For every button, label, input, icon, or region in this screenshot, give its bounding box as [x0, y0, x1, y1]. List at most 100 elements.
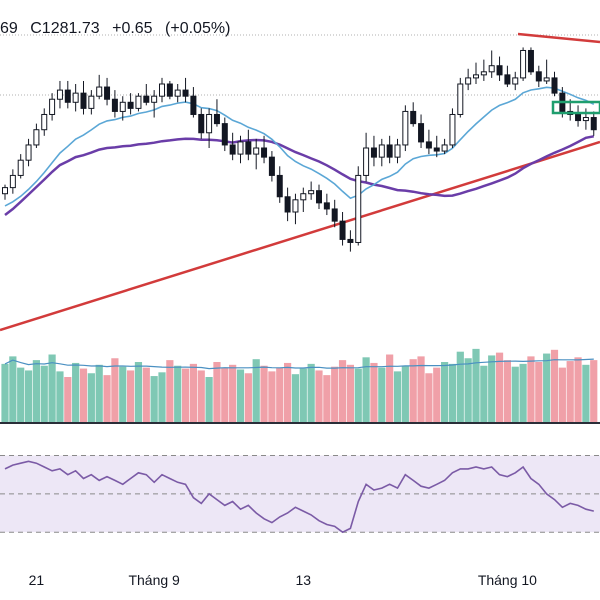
volume-bar: [527, 356, 535, 422]
candle: [9, 169, 16, 194]
x-axis-tick-label: Tháng 9: [128, 572, 180, 588]
candle-body: [143, 95, 150, 103]
volume-bar: [150, 376, 158, 422]
candle: [33, 123, 40, 148]
candle-body: [488, 65, 495, 73]
candle: [151, 90, 158, 118]
candle: [363, 132, 370, 182]
volume-bar: [205, 377, 213, 422]
volume-bar: [236, 369, 245, 422]
x-axis-tick-label: 13: [296, 572, 312, 588]
volume-bar: [181, 368, 190, 422]
candle-body: [363, 147, 370, 176]
candle-body: [425, 141, 432, 149]
candle-body: [159, 83, 165, 97]
candle-body: [221, 123, 228, 146]
candle: [292, 193, 299, 225]
candle: [56, 80, 63, 109]
volume-bar: [111, 358, 119, 422]
candle-body: [308, 190, 315, 195]
candle: [590, 111, 597, 136]
candle: [253, 138, 260, 170]
fast-moving-average-line: [4, 86, 595, 207]
volume-bar: [48, 354, 56, 422]
volume-panel: [0, 348, 600, 424]
candle-body: [410, 110, 417, 125]
close-value: C1281.73: [30, 20, 100, 37]
candle: [433, 135, 440, 158]
candle: [308, 181, 315, 200]
time-axis: 21 Tháng 9 13 Tháng 10: [29, 572, 538, 588]
volume-bar: [362, 357, 370, 422]
volume-bar: [456, 351, 464, 422]
candle-body: [49, 98, 56, 115]
candle: [504, 65, 511, 88]
candle: [96, 74, 103, 100]
candle-body: [473, 74, 479, 79]
volume-bar: [32, 360, 40, 422]
candle-body: [151, 95, 158, 103]
candle-body: [111, 98, 118, 112]
volume-bar: [166, 360, 174, 422]
candle-body: [166, 83, 173, 97]
volume-bar: [409, 359, 417, 422]
volume-bar: [9, 356, 17, 422]
volume-bar: [472, 348, 480, 422]
volume-bar: [495, 352, 504, 422]
consolidation-box: [551, 100, 600, 115]
candle-body: [300, 193, 307, 201]
candle-body: [582, 117, 589, 122]
candle-body: [245, 141, 252, 155]
x-axis-tick-label: 21: [29, 572, 45, 588]
volume-bar: [260, 365, 268, 422]
volume-bar: [64, 377, 72, 422]
volume-bar: [189, 363, 197, 422]
candle-body: [316, 190, 322, 204]
candle-body: [96, 86, 103, 97]
volume-bar: [519, 363, 527, 422]
candle-body: [229, 144, 236, 155]
candle-body: [198, 113, 205, 134]
candle-body: [253, 147, 260, 155]
candle: [473, 62, 479, 84]
candle: [402, 105, 409, 152]
candle-body: [25, 144, 32, 161]
volume-bar: [307, 363, 315, 422]
candle: [206, 108, 213, 148]
candle-body: [575, 113, 582, 122]
candle: [378, 138, 385, 167]
volume-bar: [574, 357, 582, 422]
volume-bar: [346, 364, 354, 422]
candle: [41, 108, 48, 136]
candle: [551, 71, 558, 97]
slow-moving-average-line: [4, 135, 595, 216]
volume-bar: [566, 361, 574, 422]
open-value-fragment: 69: [0, 20, 18, 37]
candle-body: [9, 174, 16, 189]
volume-bar: [433, 367, 441, 422]
volume-bar: [488, 355, 496, 422]
candle-body: [590, 117, 597, 131]
candle: [64, 80, 71, 109]
candle: [394, 138, 401, 164]
candle-body: [355, 174, 362, 243]
volume-bar: [354, 368, 362, 422]
volume-bar: [425, 373, 433, 422]
candle-body: [72, 92, 79, 103]
candle-body: [527, 49, 534, 73]
candle: [488, 50, 495, 78]
candle-body: [41, 113, 48, 131]
candle: [284, 187, 291, 222]
candle: [111, 90, 118, 118]
candle: [135, 93, 142, 112]
candle: [237, 135, 244, 164]
candle: [80, 80, 87, 115]
candle-body: [535, 71, 542, 82]
candle-body: [182, 89, 189, 97]
x-axis-tick-label: Tháng 10: [478, 572, 537, 588]
candle-body: [347, 238, 354, 243]
volume-bar: [221, 367, 229, 422]
volume-bar: [535, 362, 543, 422]
candle-body: [449, 113, 456, 146]
candle-body: [504, 74, 511, 85]
